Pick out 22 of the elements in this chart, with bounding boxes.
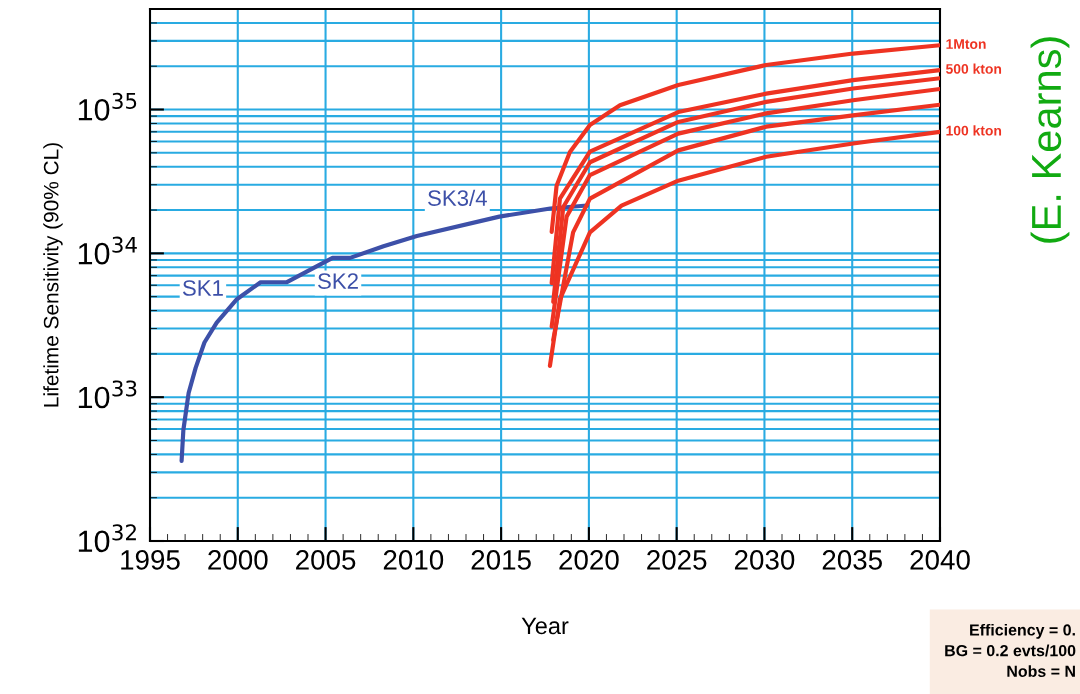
x-tick-label: 2040 (910, 550, 970, 570)
x-tick-label: 2025 (647, 550, 707, 570)
x-tick-label: 2010 (383, 550, 444, 570)
annotation: SK2 (318, 273, 358, 289)
annotation: SK3/4 (428, 189, 487, 206)
y-tick-label: 10$^{35}$ (78, 92, 137, 121)
x-tick-label: 2030 (734, 550, 795, 570)
x-tick-label: 2005 (296, 550, 356, 570)
x-axis-title: Year (521, 617, 569, 635)
series-label: 1Mton (946, 39, 986, 49)
x-tick-label: 2035 (822, 550, 882, 570)
text: Efficiency = 0. BG = 0.2 evts/100 Nobs = N (945, 623, 1076, 677)
x-tick-label: 2015 (471, 550, 531, 570)
series-label: 100 kton (946, 125, 1002, 136)
annotation: SK1 (182, 280, 223, 296)
x-tick-label: 2000 (208, 550, 268, 570)
y-axis-title: Lifetime Sensitivity (90% CL) (43, 143, 63, 407)
y-tick-label: 10$^{34}$ (78, 236, 137, 265)
y-tick-label: 10$^{33}$ (78, 380, 137, 409)
x-tick-label: 2020 (559, 550, 619, 570)
series-label: 500 kton (945, 63, 1002, 74)
text: (E. Kearns) (1030, 37, 1070, 243)
